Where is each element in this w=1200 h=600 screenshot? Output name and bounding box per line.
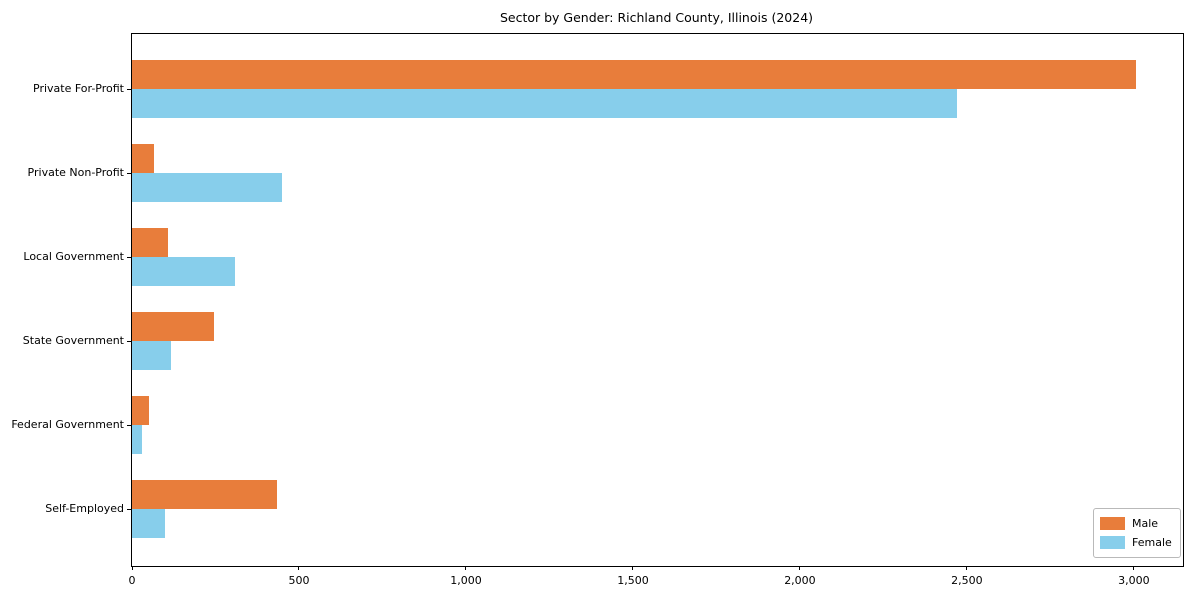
bar-female-federal-government <box>132 425 142 454</box>
x-tick-mark-2500 <box>966 566 968 570</box>
y-axis-label-private-for-profit: Private For-Profit <box>33 82 124 95</box>
y-axis-label-state-government: State Government <box>22 334 124 347</box>
x-axis-label-2000: 2,000 <box>784 574 816 587</box>
y-tick-mark-self-employed <box>127 508 131 510</box>
y-axis-label-self-employed: Self-Employed <box>45 502 124 515</box>
y-tick-mark-private-non-profit <box>127 172 131 174</box>
bar-male-private-for-profit <box>132 60 1136 89</box>
legend-swatch-female <box>1100 536 1125 549</box>
y-tick-mark-private-for-profit <box>127 88 131 90</box>
y-tick-mark-local-government <box>127 256 131 258</box>
bar-female-private-non-profit <box>132 173 282 202</box>
legend-entry-female: Female <box>1100 533 1173 552</box>
bar-female-private-for-profit <box>132 89 957 118</box>
x-tick-mark-1500 <box>632 566 634 570</box>
bar-male-private-non-profit <box>132 144 154 173</box>
x-axis-label-1500: 1,500 <box>617 574 649 587</box>
x-tick-mark-2000 <box>799 566 801 570</box>
x-tick-mark-3000 <box>1133 566 1135 570</box>
y-axis-label-local-government: Local Government <box>23 250 124 263</box>
y-axis-label-private-non-profit: Private Non-Profit <box>27 166 124 179</box>
x-axis-label-500: 500 <box>288 574 310 587</box>
bar-male-federal-government <box>132 396 149 425</box>
x-axis-label-2500: 2,500 <box>951 574 983 587</box>
x-axis-label-3000: 3,000 <box>1118 574 1150 587</box>
bar-female-local-government <box>132 257 235 286</box>
x-tick-mark-1000 <box>465 566 467 570</box>
bar-male-local-government <box>132 228 168 257</box>
x-tick-mark-0 <box>131 566 133 570</box>
legend: Male Female <box>1093 508 1181 558</box>
x-axis-label-0: 0 <box>128 574 136 587</box>
x-axis-label-1000: 1,000 <box>450 574 482 587</box>
bar-male-state-government <box>132 312 214 341</box>
bar-female-state-government <box>132 341 171 370</box>
bar-male-self-employed <box>132 480 277 509</box>
legend-swatch-male <box>1100 517 1125 530</box>
chart-title: Sector by Gender: Richland County, Illin… <box>499 10 814 25</box>
legend-label-female: Female <box>1132 536 1172 549</box>
y-tick-mark-federal-government <box>127 424 131 426</box>
legend-entry-male: Male <box>1100 514 1173 533</box>
y-axis-label-federal-government: Federal Government <box>11 418 124 431</box>
x-tick-mark-500 <box>298 566 300 570</box>
plot-area: Male Female Private For-Profit Private Non… <box>11 33 1184 587</box>
y-tick-mark-state-government <box>127 340 131 342</box>
legend-label-male: Male <box>1132 517 1159 530</box>
bar-female-self-employed <box>132 509 165 538</box>
